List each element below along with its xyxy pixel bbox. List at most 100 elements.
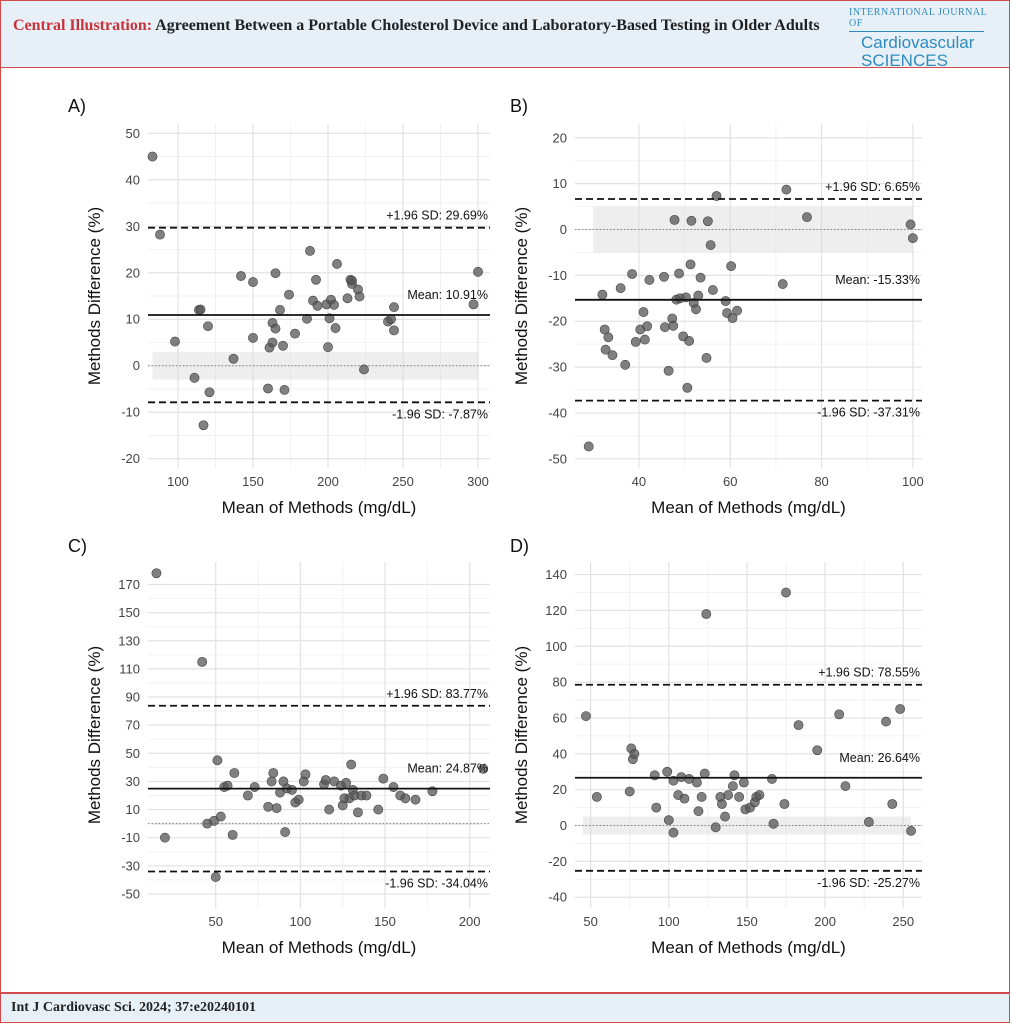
y-tick-label: -20 [548,314,567,329]
lower-limit-label: -1.96 SD: -37.31% [817,406,920,420]
data-point [353,807,363,818]
panel-4: D) 50 100 150 200 250 -40 -20 0 20 40 60 80 100 120 140… [510,536,922,957]
y-tick-label: 0 [133,358,140,373]
journal-logo-rule [849,31,984,32]
x-tick-label: 150 [374,914,396,929]
data-point [905,219,916,230]
data-point [881,716,891,727]
data-point [607,350,618,361]
data-point [732,305,742,316]
data-point [651,802,662,813]
y-tick-label: 10 [126,312,140,327]
data-point [726,261,737,272]
data-point [685,259,696,270]
data-point [630,336,641,347]
data-point [727,781,738,791]
data-point [359,364,369,375]
data-point [615,283,626,294]
data-point [280,827,291,837]
data-point [692,777,702,788]
figure-header: Central Illustration: Agreement Between … [0,0,1010,70]
data-point [597,289,608,300]
data-point [707,285,718,295]
x-tick-label: 150 [242,474,264,489]
data-point [248,277,258,287]
data-point [624,786,635,797]
data-point [147,151,158,162]
data-point [682,382,693,393]
data-point [669,214,680,225]
upper-limit-label: +1.96 SD: 83.77% [386,687,488,701]
x-tick-label: 200 [814,914,836,929]
data-point [840,781,851,791]
data-point [834,709,845,720]
y-tick-label: 0 [560,222,567,237]
data-point [189,372,200,383]
data-point [249,782,260,792]
data-point [863,817,874,827]
data-point [361,790,372,801]
journal-logo-small: INTERNATIONAL JOURNAL OF [849,7,987,29]
data-point [468,299,479,310]
data-point [388,782,399,792]
data-point [341,777,351,788]
data-point [629,748,640,759]
data-point [695,272,706,283]
data-point [229,768,240,778]
y-tick-label: -40 [548,405,567,420]
data-point [263,801,274,812]
data-point [278,340,288,351]
data-point [204,387,215,398]
y-tick-label: 80 [553,675,567,690]
y-tick-label: 20 [553,782,567,797]
y-tick-label: 30 [126,774,140,789]
data-point [386,314,396,325]
data-point [734,791,745,802]
data-point [293,794,304,805]
y-tick-label: 10 [126,802,140,817]
data-point [642,321,653,332]
data-point [768,818,779,829]
data-point [701,353,712,363]
x-axis-title: Mean of Methods (mg/dL) [222,938,417,957]
panel-label: A) [68,96,86,116]
data-point [679,793,690,804]
data-point [266,776,277,787]
data-point [906,826,916,836]
data-point [705,240,716,250]
data-point [284,289,294,300]
x-tick-label: 150 [736,914,758,929]
x-tick-label: 40 [632,474,646,489]
data-point [236,271,246,281]
data-point [662,766,673,777]
data-point [342,293,353,304]
data-point [332,259,342,269]
data-point [699,768,710,779]
data-point [663,365,674,376]
data-point [330,323,341,333]
data-point [215,811,226,822]
y-tick-label: 60 [553,710,567,725]
x-tick-label: 50 [583,914,597,929]
data-point [638,307,649,317]
mean-label: Mean: -15.33% [835,273,920,287]
y-tick-label: -10 [121,405,140,420]
data-point [323,342,333,353]
data-point [627,269,637,279]
data-point [812,745,823,756]
data-point [311,274,321,285]
y-tick-label: 100 [545,639,567,654]
x-tick-label: 100 [167,474,189,489]
data-point [389,302,399,313]
panel-3: C) 50 100 150 200 -50 -30 -10 10 30 50 70 90 110 130 15… [68,536,490,957]
data-point [400,793,411,804]
data-point [324,804,335,815]
data-point [738,777,749,788]
data-point [268,768,279,778]
data-point [473,266,483,277]
data-point [887,799,898,809]
x-axis-title: Mean of Methods (mg/dL) [651,938,846,957]
x-axis-title: Mean of Methods (mg/dL) [651,498,846,517]
data-point [691,304,701,315]
